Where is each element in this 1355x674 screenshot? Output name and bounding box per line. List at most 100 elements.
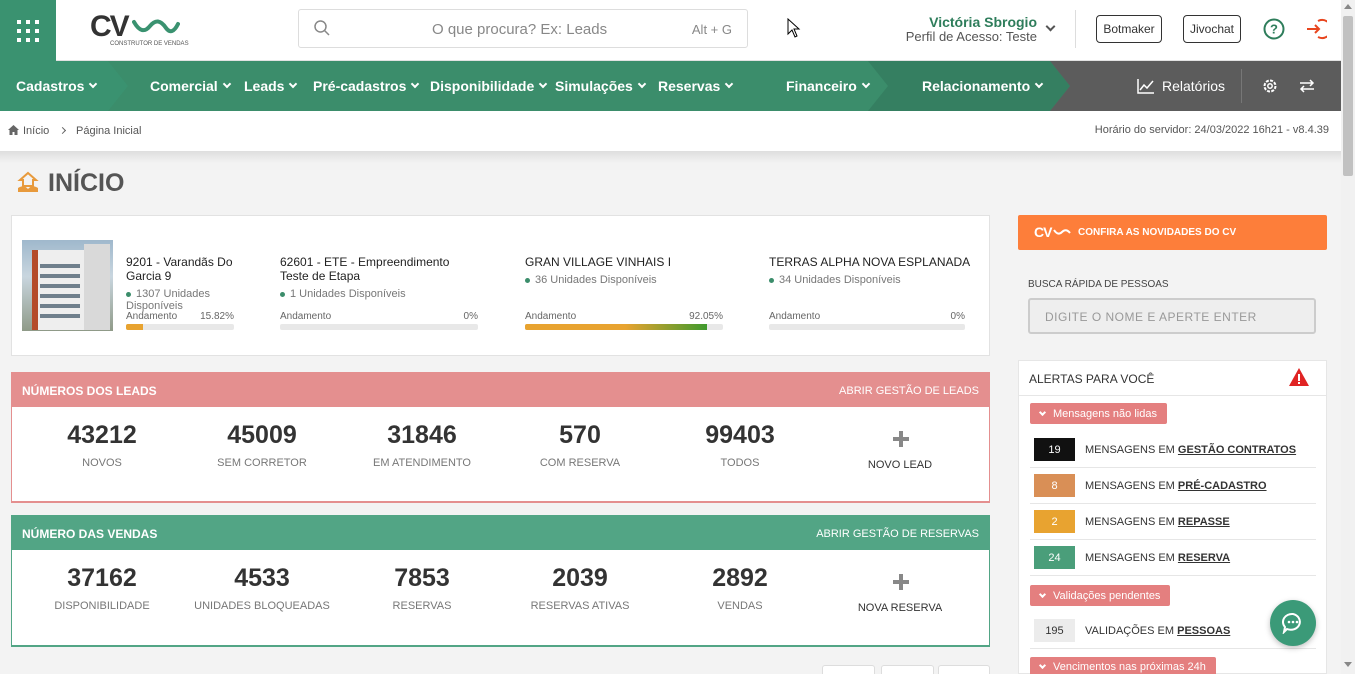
header-divider	[1075, 10, 1076, 48]
nav-simulacoes[interactable]: Simulações	[555, 61, 647, 111]
user-menu-chevron-icon[interactable]	[1045, 21, 1056, 32]
alert-row[interactable]: 2 MENSAGENS EM REPASSE	[1030, 504, 1316, 540]
scroll-down-icon[interactable]	[1344, 662, 1352, 667]
stat-value[interactable]: 570	[559, 421, 601, 449]
nav-label: Disponibilidade	[430, 78, 535, 94]
empreendimento-name[interactable]: TERRAS ALPHA NOVA ESPLANADA	[769, 255, 971, 269]
apps-grid-button[interactable]	[0, 0, 56, 61]
chat-bubble-icon	[1282, 612, 1301, 634]
nav-leads[interactable]: Leads	[244, 61, 298, 111]
nav-comercial[interactable]: Comercial	[150, 61, 231, 111]
cv-logo[interactable]: CV CONSTRUTOR DE VENDAS	[88, 10, 189, 50]
chevron-down-icon	[1038, 590, 1047, 598]
nav-financeiro[interactable]: Financeiro	[786, 61, 871, 111]
building-shape	[84, 244, 110, 330]
gear-icon[interactable]	[1261, 77, 1279, 95]
open-reservas-link[interactable]: ABRIR GESTÃO DE RESERVAS	[816, 528, 979, 540]
nav-cadastros[interactable]: Cadastros	[16, 61, 98, 111]
period-tab[interactable]	[938, 665, 990, 674]
scrollbar-track[interactable]	[1341, 0, 1355, 674]
group-due-toggle[interactable]: Vencimentos nas próximas 24h	[1030, 657, 1216, 674]
empreendimento-name[interactable]: 62601 - ETE - Empreendimento Teste de Et…	[280, 255, 450, 283]
stat-label: RESERVAS	[392, 600, 452, 612]
empreendimento-name[interactable]: GRAN VILLAGE VINHAIS I	[525, 255, 672, 269]
new-lead-button[interactable]: NOVO LEAD	[840, 425, 960, 471]
swap-arrows-icon[interactable]	[1299, 79, 1315, 93]
nav-relatorios[interactable]: Relatórios	[1137, 61, 1225, 111]
alert-prefix: MENSAGENS EM	[1085, 516, 1175, 528]
chat-button[interactable]	[1270, 600, 1316, 646]
nav-relacionamento[interactable]: Relacionamento	[922, 61, 1044, 111]
empreendimento-name[interactable]: 9201 - Varandãs Do Garcia 9	[126, 255, 233, 283]
nav-disponibilidade[interactable]: Disponibilidade	[430, 61, 548, 111]
global-search[interactable]: O que procura? Ex: Leads Alt + G	[298, 9, 748, 48]
alert-row[interactable]: 24 MENSAGENS EM RESERVA	[1030, 540, 1316, 576]
stat-value[interactable]: 7853	[394, 564, 450, 592]
stat-value[interactable]: 4533	[234, 564, 290, 592]
alert-target-link[interactable]: RESERVA	[1177, 552, 1231, 564]
nav-pre-cadastros[interactable]: Pré-cadastros	[313, 61, 420, 111]
group-unread-toggle[interactable]: Mensagens não lidas	[1030, 403, 1167, 424]
badge-value: 2	[1051, 515, 1058, 528]
progress-label: Andamento	[525, 311, 577, 322]
help-icon[interactable]: ?	[1263, 18, 1285, 40]
progress-bar	[126, 324, 234, 330]
alert-row[interactable]: 19 MENSAGENS EM GESTÃO CONTRATOS	[1030, 432, 1316, 468]
logo-wave-icon	[132, 19, 180, 34]
jivochat-button[interactable]: Jivochat	[1183, 15, 1241, 43]
alert-row[interactable]: 195 VALIDAÇÕES EM PESSOAS	[1030, 613, 1316, 649]
busca-pessoas-input[interactable]: DIGITE O NOME E APERTE ENTER	[1028, 298, 1316, 334]
progress-label: Andamento	[126, 311, 178, 322]
nav-label: Comercial	[150, 78, 218, 94]
progress-fill	[525, 324, 708, 330]
stat-value[interactable]: 99403	[705, 421, 775, 449]
new-reserva-button[interactable]: NOVA RESERVA	[840, 568, 960, 614]
user-name[interactable]: Victória Sbrogio	[929, 14, 1037, 30]
search-shortcut: Alt + G	[691, 22, 732, 37]
validation-count-badge: 195	[1034, 619, 1075, 642]
novidades-banner[interactable]: CV CONFIRA AS NOVIDADES DO CV	[1018, 215, 1327, 250]
chevron-down-icon	[725, 79, 734, 89]
stat-value[interactable]: 2892	[712, 564, 768, 592]
chevron-down-icon	[222, 79, 231, 89]
new-reserva-label: NOVA RESERVA	[857, 602, 943, 614]
alert-target-link[interactable]: PRÉ-CADASTRO	[1177, 480, 1267, 492]
chevron-down-icon	[1034, 79, 1044, 89]
new-lead-label: NOVO LEAD	[867, 459, 933, 471]
botmaker-button[interactable]: Botmaker	[1096, 15, 1162, 43]
chevron-down-icon	[89, 79, 98, 89]
breadcrumb-home[interactable]: Início	[23, 125, 50, 137]
badge-value: 24	[1048, 551, 1061, 564]
badge-value: 195	[1045, 624, 1064, 637]
plus-icon	[893, 431, 909, 447]
scroll-up-icon[interactable]	[1344, 4, 1352, 9]
empreendimento-units: 1 Unidades Disponíveis	[280, 288, 480, 300]
empreendimento-photo[interactable]	[22, 240, 113, 331]
stat-value[interactable]: 2039	[552, 564, 608, 592]
stat-value[interactable]: 31846	[387, 421, 457, 449]
empreendimento-units: 1307 Unidades Disponíveis	[126, 288, 246, 312]
badge-value: 19	[1048, 443, 1061, 456]
nav-reservas[interactable]: Reservas	[658, 61, 734, 111]
stat-value[interactable]: 43212	[67, 421, 137, 449]
stat-value[interactable]: 37162	[67, 564, 137, 592]
alert-target-link[interactable]: PESSOAS	[1177, 625, 1231, 637]
period-tab[interactable]	[881, 665, 934, 674]
group-label: Validações pendentes	[1053, 589, 1161, 602]
units-text: 36 Unidades Disponíveis	[535, 274, 657, 286]
scrollbar-thumb[interactable]	[1343, 16, 1353, 176]
period-tab[interactable]	[822, 665, 875, 674]
message-count-badge: 2	[1034, 510, 1075, 533]
user-role: Perfil de Acesso: Teste	[905, 29, 1037, 44]
chevron-down-icon	[861, 79, 871, 89]
empreendimento-units: 36 Unidades Disponíveis	[525, 274, 725, 286]
open-leads-link[interactable]: ABRIR GESTÃO DE LEADS	[839, 385, 979, 397]
alert-row[interactable]: 8 MENSAGENS EM PRÉ-CADASTRO	[1030, 468, 1316, 504]
page-title: INÍCIO	[48, 169, 125, 197]
badge-value: 8	[1051, 479, 1058, 492]
stat-value[interactable]: 45009	[227, 421, 297, 449]
alert-target-link[interactable]: GESTÃO CONTRATOS	[1177, 444, 1297, 456]
logout-icon[interactable]	[1305, 18, 1327, 40]
alert-target-link[interactable]: REPASSE	[1177, 516, 1230, 528]
group-validations-toggle[interactable]: Validações pendentes	[1030, 585, 1171, 606]
